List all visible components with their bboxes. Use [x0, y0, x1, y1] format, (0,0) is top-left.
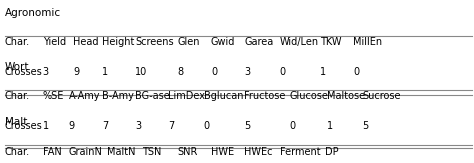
Text: Gwid: Gwid [211, 37, 235, 47]
Text: SNR: SNR [178, 147, 198, 157]
Text: DP: DP [325, 147, 338, 157]
Text: Sucrose: Sucrose [363, 91, 401, 101]
Text: Wid/Len: Wid/Len [280, 37, 319, 47]
Text: FAN: FAN [43, 147, 62, 157]
Text: Yield: Yield [43, 37, 66, 47]
Text: Garea: Garea [244, 37, 273, 47]
Text: 9: 9 [73, 67, 80, 77]
Text: B-Amy: B-Amy [102, 91, 134, 101]
Text: 3: 3 [135, 121, 141, 131]
Text: 1: 1 [320, 67, 326, 77]
Text: 5: 5 [363, 121, 369, 131]
Text: A-Amy: A-Amy [69, 91, 100, 101]
Text: MaltN: MaltN [107, 147, 135, 157]
Text: 3: 3 [244, 67, 250, 77]
Text: Crosses: Crosses [5, 67, 43, 77]
Text: Wort: Wort [5, 62, 29, 72]
Text: 0: 0 [204, 121, 210, 131]
Text: 9: 9 [69, 121, 75, 131]
Text: 0: 0 [289, 121, 295, 131]
Text: Head: Head [73, 37, 99, 47]
Text: Fructose: Fructose [244, 91, 285, 101]
Text: BG-ase: BG-ase [135, 91, 170, 101]
Text: MillEn: MillEn [353, 37, 382, 47]
Text: 8: 8 [178, 67, 184, 77]
Text: GrainN: GrainN [69, 147, 102, 157]
Text: Bglucan: Bglucan [204, 91, 243, 101]
Text: 7: 7 [102, 121, 108, 131]
Text: HWEc: HWEc [244, 147, 273, 157]
Text: TKW: TKW [320, 37, 341, 47]
Text: Height: Height [102, 37, 134, 47]
Text: LimDex: LimDex [168, 91, 205, 101]
Text: %SE: %SE [43, 91, 64, 101]
Text: Maltose: Maltose [327, 91, 365, 101]
Text: Char.: Char. [5, 147, 30, 157]
Text: Glen: Glen [178, 37, 200, 47]
Text: Crosses: Crosses [5, 121, 43, 131]
Text: 7: 7 [168, 121, 174, 131]
Text: Char.: Char. [5, 37, 30, 47]
Text: 3: 3 [43, 67, 49, 77]
Text: 0: 0 [211, 67, 217, 77]
Text: HWE: HWE [211, 147, 234, 157]
Text: 10: 10 [135, 67, 147, 77]
Text: 0: 0 [280, 67, 286, 77]
Text: 1: 1 [327, 121, 333, 131]
Text: Ferment: Ferment [280, 147, 320, 157]
Text: 5: 5 [244, 121, 250, 131]
Text: Screens: Screens [135, 37, 173, 47]
Text: Malt: Malt [5, 117, 27, 127]
Text: Agronomic: Agronomic [5, 8, 61, 18]
Text: 1: 1 [43, 121, 49, 131]
Text: TSN: TSN [142, 147, 162, 157]
Text: Char.: Char. [5, 91, 30, 101]
Text: 1: 1 [102, 67, 108, 77]
Text: 0: 0 [353, 67, 359, 77]
Text: Glucose: Glucose [289, 91, 328, 101]
